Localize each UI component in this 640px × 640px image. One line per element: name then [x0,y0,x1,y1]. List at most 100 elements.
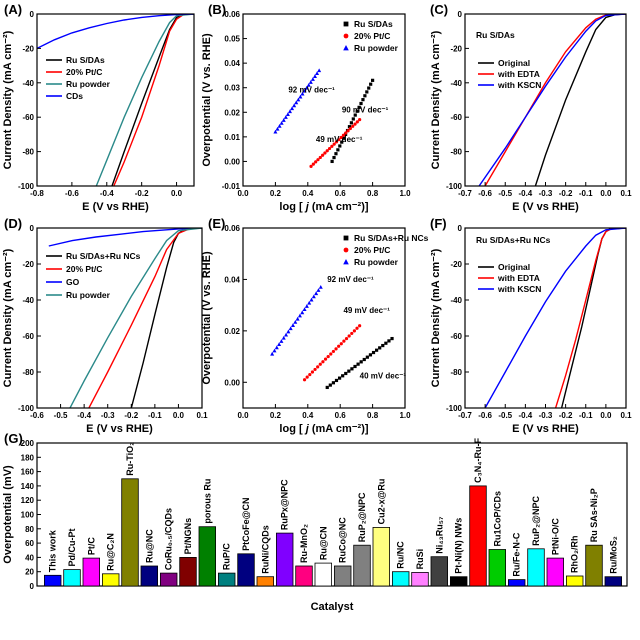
bar-category-label: C₃N₄-Ru-F [473,437,483,482]
panel-a: (A) -0.8 -0.6 -0.4 -0.2 0.0 0 -20 -40 -60 -80 -100 E… [2,2,195,213]
data-point [355,109,359,113]
series-line [554,228,626,408]
data-point [311,162,315,166]
y-axis-title: Overpotential (V vs. RHE) [201,251,213,385]
legend-label: Ru S/DAs [66,55,105,65]
data-point [308,80,313,84]
x-tick-label: 0.1 [196,411,208,420]
x-tick-label: -0.1 [148,411,162,420]
bar-category-label: Ru-TiO₂ [125,442,135,476]
y-tick-label: -40 [450,79,462,88]
data-point [310,77,315,81]
y-tick-label: -80 [450,368,462,377]
series-line [484,228,626,408]
bar [198,526,217,587]
data-point [352,329,356,333]
data-point [343,45,349,51]
data-point [343,259,349,265]
data-point [302,307,307,312]
data-point [321,153,325,157]
series-circle [302,324,362,382]
data-point [357,105,361,109]
data-point [340,140,344,144]
bar-category-label: Ru SAs-Ni₂P [589,488,599,542]
series-line [534,14,626,186]
x-axis-title: log [ j (mA cm⁻²)] [279,423,368,435]
bar [469,485,487,587]
data-point [337,344,341,348]
bar-category-label: RuP₂@NPC [357,492,367,542]
data-point [339,342,343,346]
bar-category-label: Ru/Fe-N-C [512,532,522,576]
x-tick-label: 0.6 [335,189,347,198]
y-tick-label: -100 [18,404,35,413]
bar-category-label: RuPx@NPC [280,479,290,530]
y-tick-label: 0.04 [224,275,240,284]
data-point [272,348,277,353]
data-point [302,88,307,93]
data-point [325,385,329,390]
data-point [343,33,349,39]
bar [179,557,197,587]
bar-category-label: Ru1CoP/CDs [492,491,502,547]
data-point [330,159,334,164]
y-tick-label: -80 [22,368,34,377]
data-point [275,126,280,131]
y-tick-label: 80 [25,525,34,534]
data-point [351,124,355,128]
bar-category-label: Pd/Cu-Pt [67,529,77,567]
bar [585,544,603,587]
x-tick-label: 0.0 [171,189,183,198]
series-square [330,78,375,164]
bar-category-label: porous Ru [202,479,212,524]
y-tick-label: -20 [22,44,34,53]
y-tick-label: 0.01 [224,133,240,142]
data-point [290,323,295,327]
data-point [361,98,365,102]
y-tick-label: -80 [22,148,34,157]
y-axis-title: Current Density (mA cm⁻²) [430,30,442,169]
x-tick-label: -0.5 [498,189,512,198]
x-tick-label: -0.5 [498,411,512,420]
y-axis-title: Overpotential (mV) [2,465,14,564]
y-tick-label: -60 [450,113,462,122]
panel-inner-label: Ru S/DAs [476,30,515,40]
bar [44,574,62,587]
data-point [314,160,318,164]
data-point [330,144,334,148]
data-point [375,348,379,352]
y-tick-label: 120 [21,496,35,505]
data-point [288,326,293,331]
x-tick-label: -0.2 [135,189,149,198]
data-point [347,125,352,129]
x-axis-title: Catalyst [311,601,354,613]
bar-category-label: Pt/NGNs [183,518,193,555]
series-line [478,14,626,186]
data-point [339,135,343,140]
plot-frame [36,13,195,187]
bar [121,478,139,587]
series-line [95,14,194,186]
legend-label: 20% Pt/C [354,31,390,41]
bar [63,569,81,587]
slope-annotation: 92 mV dec⁻¹ [288,86,335,95]
y-tick-label: 20 [25,568,34,577]
data-point [314,291,319,296]
panel-g: (G) This work Pd/Cu-Pt Pt/C Ru@C₂N Ru-TiO₂ Ru@… [2,431,628,613]
bar [353,544,371,587]
data-point [327,146,332,151]
x-tick-label: 0.2 [270,189,282,198]
x-tick-label: 0.1 [620,189,632,198]
y-axis-title: Current Density (mA cm⁻²) [2,30,14,169]
bar-category-label: Ru@NC [144,529,154,563]
data-point [309,297,314,302]
legend-label: Ru powder [354,257,399,267]
data-point [315,71,320,76]
x-tick-label: -0.4 [100,189,114,198]
data-point [312,74,317,78]
x-tick-label: -0.6 [478,189,492,198]
data-point [316,365,320,369]
data-point [323,151,327,155]
x-tick-label: -0.6 [65,189,79,198]
x-tick-label: 0.0 [600,189,612,198]
